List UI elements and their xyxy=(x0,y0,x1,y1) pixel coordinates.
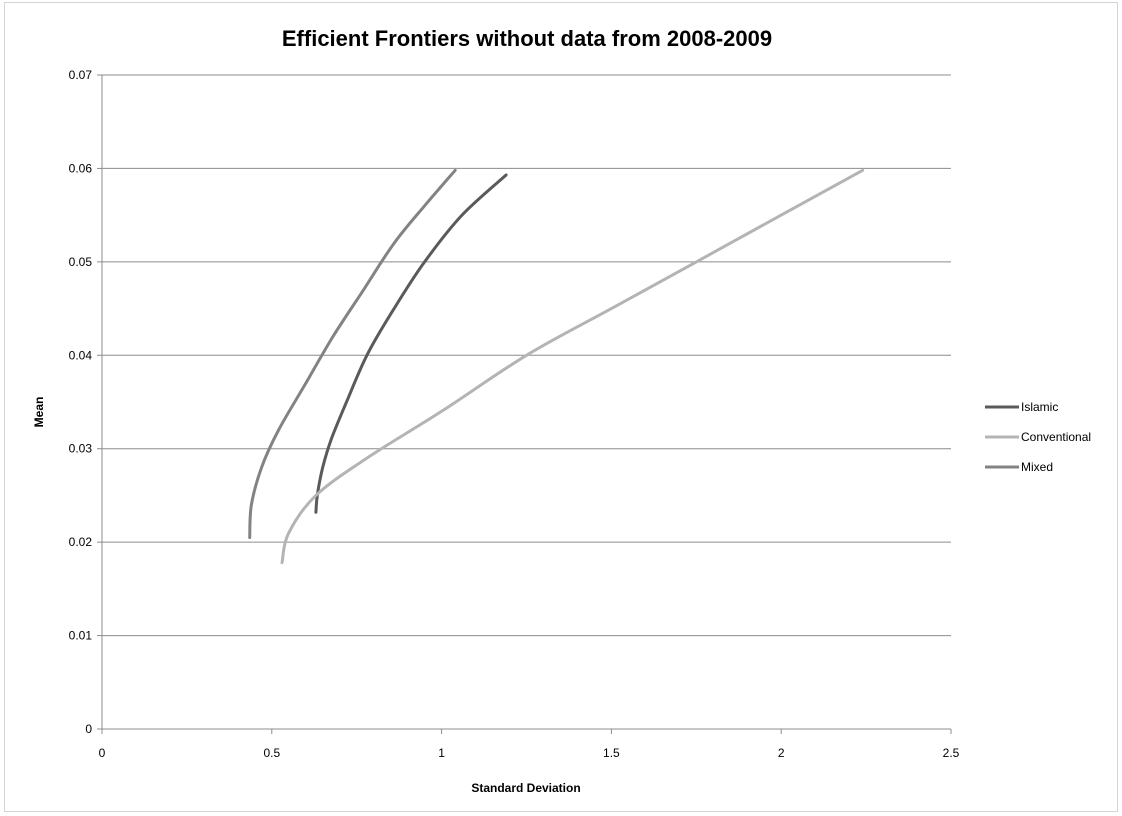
tick-labels: 0 0.01 0.02 0.03 0.04 0.05 0.06 0.07 0 0.5 1 1.5 2 2.… xyxy=(69,68,960,760)
legend-label-conventional: Conventional xyxy=(1021,430,1091,444)
y-tick-label: 0.06 xyxy=(69,161,93,175)
y-tick-label: 0.07 xyxy=(69,68,93,82)
legend-label-mixed: Mixed xyxy=(1021,460,1053,474)
chart-title: Efficient Frontiers without data from 20… xyxy=(282,26,772,51)
y-tick-label: 0.01 xyxy=(69,629,93,643)
x-tick-label: 0.5 xyxy=(263,746,280,760)
x-tick-label: 1.5 xyxy=(603,746,620,760)
x-tick-label: 2.5 xyxy=(943,746,960,760)
y-tick-label: 0 xyxy=(85,722,92,736)
gridlines xyxy=(102,74,951,637)
series-line-mixed xyxy=(248,168,457,539)
legend-label-islamic: Islamic xyxy=(1021,400,1058,414)
y-tick-label: 0.02 xyxy=(69,535,93,549)
axes xyxy=(97,74,952,734)
y-tick-label: 0.04 xyxy=(69,348,93,362)
x-axis-title: Standard Deviation xyxy=(471,781,580,795)
y-tick-label: 0.05 xyxy=(69,255,93,269)
series-line-conventional xyxy=(280,168,865,565)
y-tick-label: 0.03 xyxy=(69,442,93,456)
x-tick-label: 2 xyxy=(778,746,785,760)
chart-frame xyxy=(4,2,1118,812)
series-layer xyxy=(248,168,865,565)
series-line-islamic xyxy=(314,173,508,514)
x-tick-label: 0 xyxy=(99,746,106,760)
y-axis-title: Mean xyxy=(32,397,46,428)
legend: Islamic Conventional Mixed xyxy=(985,400,1091,474)
x-tick-label: 1 xyxy=(438,746,445,760)
